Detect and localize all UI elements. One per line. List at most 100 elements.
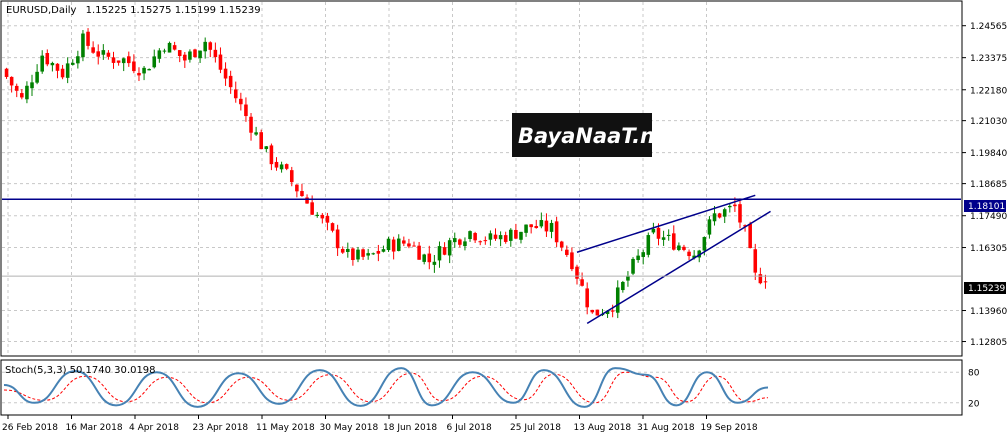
- candle-body: [310, 202, 314, 215]
- current-price-label: 1.15239: [968, 284, 1005, 294]
- price-axis: 1.24565 1.23375 1.22180 1.21030 1.19840 1.186…: [962, 22, 1007, 348]
- candle-body: [412, 245, 416, 247]
- candle-body: [559, 241, 564, 248]
- price-tick-label: 1.17490: [970, 212, 1007, 222]
- candle-body: [121, 58, 126, 64]
- candle-body: [458, 239, 462, 245]
- candles: [4, 28, 768, 319]
- candle-body: [325, 216, 330, 223]
- candle-body: [223, 68, 228, 79]
- candle-body: [198, 50, 202, 59]
- candle-body: [615, 287, 620, 313]
- time-tick-label: 23 Apr 2018: [193, 423, 249, 433]
- candle-body: [50, 62, 55, 66]
- candle-body: [488, 233, 493, 240]
- candle-body: [580, 279, 584, 286]
- candle-body: [183, 54, 187, 61]
- candle-body: [656, 227, 661, 239]
- time-axis: 26 Feb 2018 16 Mar 2018 4 Apr 2018 23 Apr 2…: [2, 415, 758, 433]
- candle-body: [544, 220, 549, 232]
- candle-body: [427, 253, 432, 263]
- candle-body: [661, 237, 666, 240]
- candle-body: [157, 50, 162, 59]
- hline-price-box: [964, 200, 1006, 212]
- candle-body: [493, 234, 498, 239]
- candle-body: [340, 248, 345, 253]
- time-tick-label: 16 Mar 2018: [66, 423, 123, 433]
- candle-body: [646, 235, 651, 255]
- price-tick-label: 1.24565: [970, 22, 1007, 32]
- trend-line: [576, 194, 756, 253]
- candle-body: [371, 253, 376, 255]
- candle-body: [549, 222, 554, 232]
- stoch-panel-frame: [0, 359, 963, 416]
- main-panel-frame: [0, 0, 963, 357]
- candle-body: [666, 234, 671, 236]
- candle-body: [707, 219, 712, 235]
- candle-body: [361, 249, 365, 257]
- candle-body: [320, 214, 325, 219]
- candle-body: [177, 50, 182, 57]
- candle-body: [376, 251, 381, 254]
- candle-body: [96, 51, 101, 57]
- candle-body: [483, 240, 488, 242]
- candle-body: [30, 82, 34, 89]
- candle-body: [386, 238, 391, 250]
- candle-body: [575, 266, 579, 279]
- main-grid: [2, 2, 961, 355]
- candle-body: [127, 56, 131, 64]
- time-tick-label: 25 Jul 2018: [510, 423, 561, 433]
- candle-body: [9, 76, 14, 86]
- candle-body: [106, 52, 111, 57]
- candle-body: [722, 209, 727, 217]
- candle-body: [289, 170, 294, 183]
- candle-body: [208, 42, 213, 50]
- candle-body: [116, 60, 121, 63]
- drawn-lines: [2, 194, 961, 325]
- candle-body: [147, 69, 151, 71]
- candle-body: [25, 85, 29, 100]
- candle-body: [20, 93, 24, 98]
- price-tick-label: 1.23375: [970, 54, 1007, 64]
- candle-body: [417, 245, 421, 260]
- candle-body: [539, 220, 544, 227]
- candle-body: [213, 49, 218, 58]
- candle-body: [14, 85, 19, 91]
- candle-body: [315, 214, 320, 216]
- candle-body: [570, 252, 574, 270]
- candle-body: [697, 250, 702, 258]
- price-tick-label: 1.13960: [970, 307, 1007, 317]
- candle-body: [132, 61, 136, 72]
- candle-body: [503, 235, 508, 242]
- candle-body: [631, 258, 635, 274]
- candle-body: [447, 240, 452, 256]
- candle-body: [244, 104, 248, 117]
- ohlc-header: 1.15225 1.15275 1.15199 1.15239: [86, 5, 261, 16]
- candle-body: [101, 50, 106, 55]
- price-tick-label: 1.19840: [970, 149, 1007, 159]
- candle-body: [274, 161, 279, 168]
- candle-body: [407, 243, 411, 247]
- stoch-signal-line: [3, 371, 769, 404]
- candle-body: [514, 229, 518, 239]
- candle-body: [758, 274, 763, 284]
- candle-body: [254, 132, 258, 135]
- candle-body: [422, 254, 426, 262]
- time-tick-label: 4 Apr 2018: [129, 423, 179, 433]
- candle-body: [269, 145, 274, 165]
- candle-body: [330, 223, 335, 231]
- candle-body: [351, 248, 355, 261]
- candle-body: [193, 49, 197, 58]
- candle-body: [498, 235, 503, 240]
- candle-body: [473, 233, 477, 241]
- candle-body: [284, 164, 289, 169]
- current-price-box: [964, 282, 1006, 294]
- candle-body: [391, 239, 396, 252]
- candle-body: [748, 223, 752, 249]
- candle-body: [610, 310, 615, 312]
- stoch-grid: [2, 371, 961, 404]
- candle-body: [295, 184, 299, 192]
- candle-body: [91, 47, 95, 53]
- price-tick-label: 1.12805: [970, 338, 1007, 348]
